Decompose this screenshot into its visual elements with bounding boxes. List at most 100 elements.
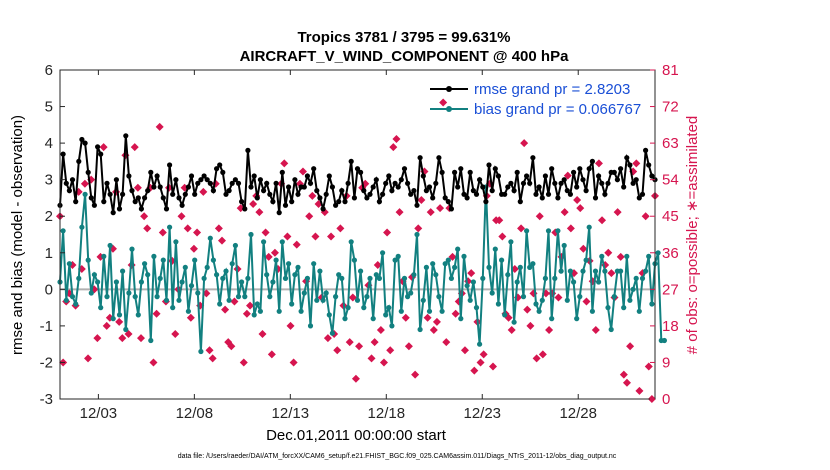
rmse-point [126, 173, 132, 179]
rmse-point [386, 173, 392, 179]
obs-assimilated-marker [292, 240, 301, 249]
bias-point [545, 228, 552, 234]
rmse-point [311, 166, 317, 172]
bias-point [323, 290, 329, 296]
obs-assimilated-marker [286, 321, 295, 330]
bias-point [273, 257, 279, 263]
bias-point [649, 301, 655, 307]
bias-point [436, 294, 442, 300]
rmse-point [564, 188, 570, 194]
obs-assimilated-marker [520, 139, 529, 148]
rmse-point [157, 184, 163, 190]
bias-point [339, 275, 345, 281]
rmse-point [643, 147, 649, 153]
rmse-point [364, 195, 370, 201]
rmse-point [279, 169, 285, 175]
bias-point [210, 257, 216, 263]
bias-point [295, 264, 301, 270]
rmse-point [151, 184, 157, 190]
bias-point [464, 283, 470, 289]
bias-point [596, 279, 602, 285]
obs-assimilated-marker [573, 195, 582, 204]
bias-point [486, 264, 492, 270]
bias-point [511, 319, 517, 325]
obs-assimilated-marker [208, 354, 217, 363]
bias-point [173, 239, 179, 245]
bias-point [185, 308, 191, 314]
bias-point [358, 268, 364, 274]
bias-point [135, 312, 141, 318]
x-tick-label: 12/13 [272, 405, 310, 422]
rmse-point [113, 177, 119, 183]
rmse-point [63, 180, 69, 186]
bias-point [499, 257, 505, 263]
y-tick-label: 1 [45, 245, 53, 262]
rmse-point [445, 199, 451, 205]
obs-assimilated-marker [355, 342, 364, 351]
obs-assimilated-marker [523, 305, 532, 314]
obs-assimilated-marker [118, 334, 127, 343]
bias-point [232, 242, 238, 249]
bias-point [217, 301, 223, 307]
obs-assimilated-marker [517, 224, 526, 233]
obs-assimilated-marker [115, 317, 124, 326]
bias-point [354, 297, 361, 303]
obs-assimilated-marker [622, 378, 631, 387]
rmse-point [452, 169, 458, 175]
bias-point [605, 305, 611, 311]
rmse-point [571, 169, 577, 175]
bias-point [282, 275, 289, 281]
obs-assimilated-marker [249, 200, 258, 209]
rmse-point [430, 195, 436, 201]
rmse-point [204, 177, 210, 183]
obs-assimilated-marker [526, 321, 535, 330]
bias-point [423, 264, 429, 270]
obs-assimilated-marker [598, 216, 607, 225]
rmse-point [618, 166, 624, 172]
bias-point [223, 268, 229, 274]
bias-point [132, 294, 138, 300]
y2-tick-label: 54 [662, 172, 679, 189]
rmse-point [627, 162, 633, 168]
obs-assimilated-marker [635, 386, 644, 395]
obs-assimilated-marker [641, 212, 650, 221]
obs-assimilated-marker [214, 224, 223, 233]
rmse-point [480, 184, 486, 190]
obs-assimilated-marker [199, 187, 208, 196]
obs-assimilated-marker [451, 309, 460, 318]
obs-assimilated-marker [183, 224, 192, 233]
bias-point [251, 312, 257, 318]
rmse-point [217, 162, 223, 168]
bias-point [276, 308, 282, 314]
rmse-point [235, 180, 242, 186]
rmse-point [517, 199, 523, 205]
bias-point [107, 242, 113, 249]
rmse-point [214, 166, 220, 172]
rmse-point [163, 206, 170, 212]
rmse-point [123, 133, 129, 139]
bias-point [442, 261, 448, 267]
bias-point [520, 294, 527, 300]
rmse-point [545, 191, 552, 197]
rmse-point [79, 136, 85, 143]
obs-assimilated-marker [124, 330, 133, 339]
bias-point [561, 242, 567, 249]
rmse-point [336, 199, 342, 205]
rmse-point [245, 147, 251, 153]
rmse-point [69, 177, 76, 183]
rmse-point [508, 180, 514, 186]
obs-assimilated-marker [255, 208, 264, 217]
rmse-point [301, 184, 307, 190]
obs-assimilated-marker [379, 358, 388, 367]
obs-assimilated-marker [230, 297, 239, 306]
rmse-point [85, 169, 91, 175]
rmse-point [455, 184, 461, 190]
bias-point [489, 290, 495, 296]
bias-point [201, 275, 207, 281]
obs-assimilated-marker [401, 313, 410, 322]
rmse-point [373, 177, 379, 183]
x-axis-label: Dec.01,2011 00:00:00 start [266, 427, 447, 444]
obs-assimilated-marker [613, 208, 622, 217]
obs-assimilated-marker [395, 208, 404, 217]
bias-point [380, 250, 386, 256]
